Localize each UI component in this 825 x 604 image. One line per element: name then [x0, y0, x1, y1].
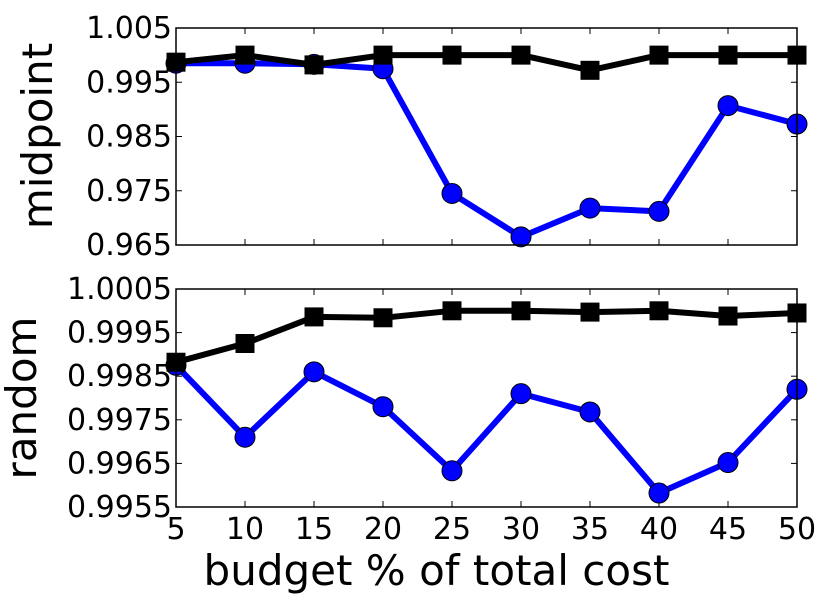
panel-1-series-2-point	[304, 55, 324, 75]
panel-2-xtick-label: 50	[778, 512, 816, 547]
panel-1-series-2-point	[442, 45, 462, 65]
panel-2-series-2-point	[580, 302, 600, 322]
panel-2-series-2-point	[511, 301, 531, 321]
panel-1-y-axis-title: midpoint	[13, 43, 62, 229]
panel-1-series-2-point	[649, 45, 669, 65]
panel-2-series-2-point	[235, 334, 255, 353]
panel-2-series-1-point	[234, 426, 256, 448]
panel-1-series-2-point	[718, 45, 738, 65]
panel-2-xtick-label: 30	[502, 512, 540, 547]
panel-1-ytick-label: 0.985	[86, 120, 172, 155]
panel-2-series-2-point	[304, 307, 324, 327]
panel-1-series-1-point	[579, 197, 601, 219]
panel-1-frame	[175, 27, 798, 246]
panel-1-ytick-label: 0.975	[86, 174, 172, 209]
panel-2-series-2-point	[718, 306, 738, 326]
panel-2-series-1-line	[173, 363, 800, 496]
panel-2-series-1-point	[579, 401, 601, 423]
panel-2-y-axis-title: random	[0, 317, 46, 480]
panel-2-frame	[175, 288, 798, 508]
panel-2-series-1-point	[441, 460, 463, 482]
panel-1-series-2-point	[580, 60, 600, 80]
panel-2-xtick-label: 20	[364, 512, 402, 547]
panel-2-series-2-point	[649, 301, 669, 321]
panel-2-ytick-label: 0.9995	[67, 316, 172, 351]
panel-2-ytick-label: 0.9965	[67, 446, 172, 481]
panel-2-ytick-label: 0.9955	[67, 490, 172, 525]
panel-2-series-1-point	[648, 482, 670, 504]
panel-2-ytick-label: 0.9975	[67, 403, 172, 438]
panel-1-series-2-point	[373, 45, 393, 65]
panel-1-series-2-point	[235, 45, 255, 65]
panel-2-xtick-label: 45	[709, 512, 747, 547]
panel-2-ytick-label: 0.9985	[67, 359, 172, 394]
panel-2-ytick-label: 1.0005	[67, 272, 172, 307]
panel-2-series-1-point	[510, 383, 532, 405]
panel-1-ytick-label: 1.005	[86, 11, 172, 46]
panel-2-xtick-label: 25	[433, 512, 471, 547]
panel-2-xtick-label: 5	[166, 512, 185, 547]
panel-2-xtick-label: 35	[571, 512, 609, 547]
panel-1-series-1-point	[510, 226, 532, 248]
panel-1-series-1-line	[176, 60, 798, 240]
panel-2-series-1-point	[372, 396, 394, 418]
panel-1-series-2-point	[511, 45, 531, 65]
panel-2-series-2-point	[442, 301, 462, 321]
panel-1-ytick-label: 0.995	[86, 65, 172, 100]
panel-2-series-2-line	[175, 307, 798, 366]
panel-2-x-axis-title: budget % of total cost	[204, 546, 670, 595]
panel-2-series-1-point	[717, 452, 739, 474]
panel-2-series-1-point	[303, 361, 325, 383]
panel-2-xtick-label: 15	[295, 512, 333, 547]
panel-1-series-1-point	[717, 95, 739, 117]
panel-2-series-2-point	[373, 308, 393, 328]
panel-1-series-1-point	[648, 200, 670, 222]
panel-2-xtick-label: 40	[640, 512, 678, 547]
panel-1-series-1-point	[441, 182, 463, 204]
panel-2-xtick-label: 10	[226, 512, 264, 547]
panel-1-ytick-label: 0.965	[86, 228, 172, 263]
panel-1-series-2-line	[175, 52, 797, 74]
